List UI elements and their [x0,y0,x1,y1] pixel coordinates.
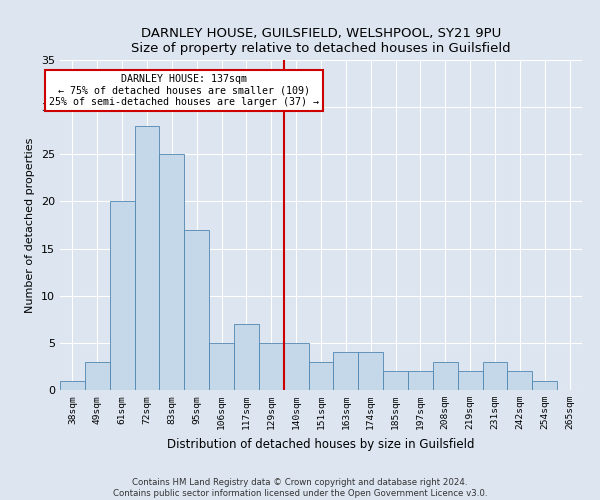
Title: DARNLEY HOUSE, GUILSFIELD, WELSHPOOL, SY21 9PU
Size of property relative to deta: DARNLEY HOUSE, GUILSFIELD, WELSHPOOL, SY… [131,26,511,54]
Bar [334,352,358,390]
Bar [284,343,308,390]
Text: Contains HM Land Registry data © Crown copyright and database right 2024.
Contai: Contains HM Land Registry data © Crown c… [113,478,487,498]
Bar [259,343,284,390]
Bar [482,362,508,390]
Bar [532,380,557,390]
Bar [508,371,532,390]
Bar [408,371,433,390]
Bar [458,371,482,390]
X-axis label: Distribution of detached houses by size in Guilsfield: Distribution of detached houses by size … [167,438,475,450]
Bar [184,230,209,390]
Bar [134,126,160,390]
Bar [234,324,259,390]
Bar [358,352,383,390]
Bar [60,380,85,390]
Bar [209,343,234,390]
Y-axis label: Number of detached properties: Number of detached properties [25,138,35,312]
Bar [308,362,334,390]
Text: DARNLEY HOUSE: 137sqm
← 75% of detached houses are smaller (109)
25% of semi-det: DARNLEY HOUSE: 137sqm ← 75% of detached … [49,74,319,108]
Bar [433,362,458,390]
Bar [110,202,134,390]
Bar [85,362,110,390]
Bar [383,371,408,390]
Bar [160,154,184,390]
